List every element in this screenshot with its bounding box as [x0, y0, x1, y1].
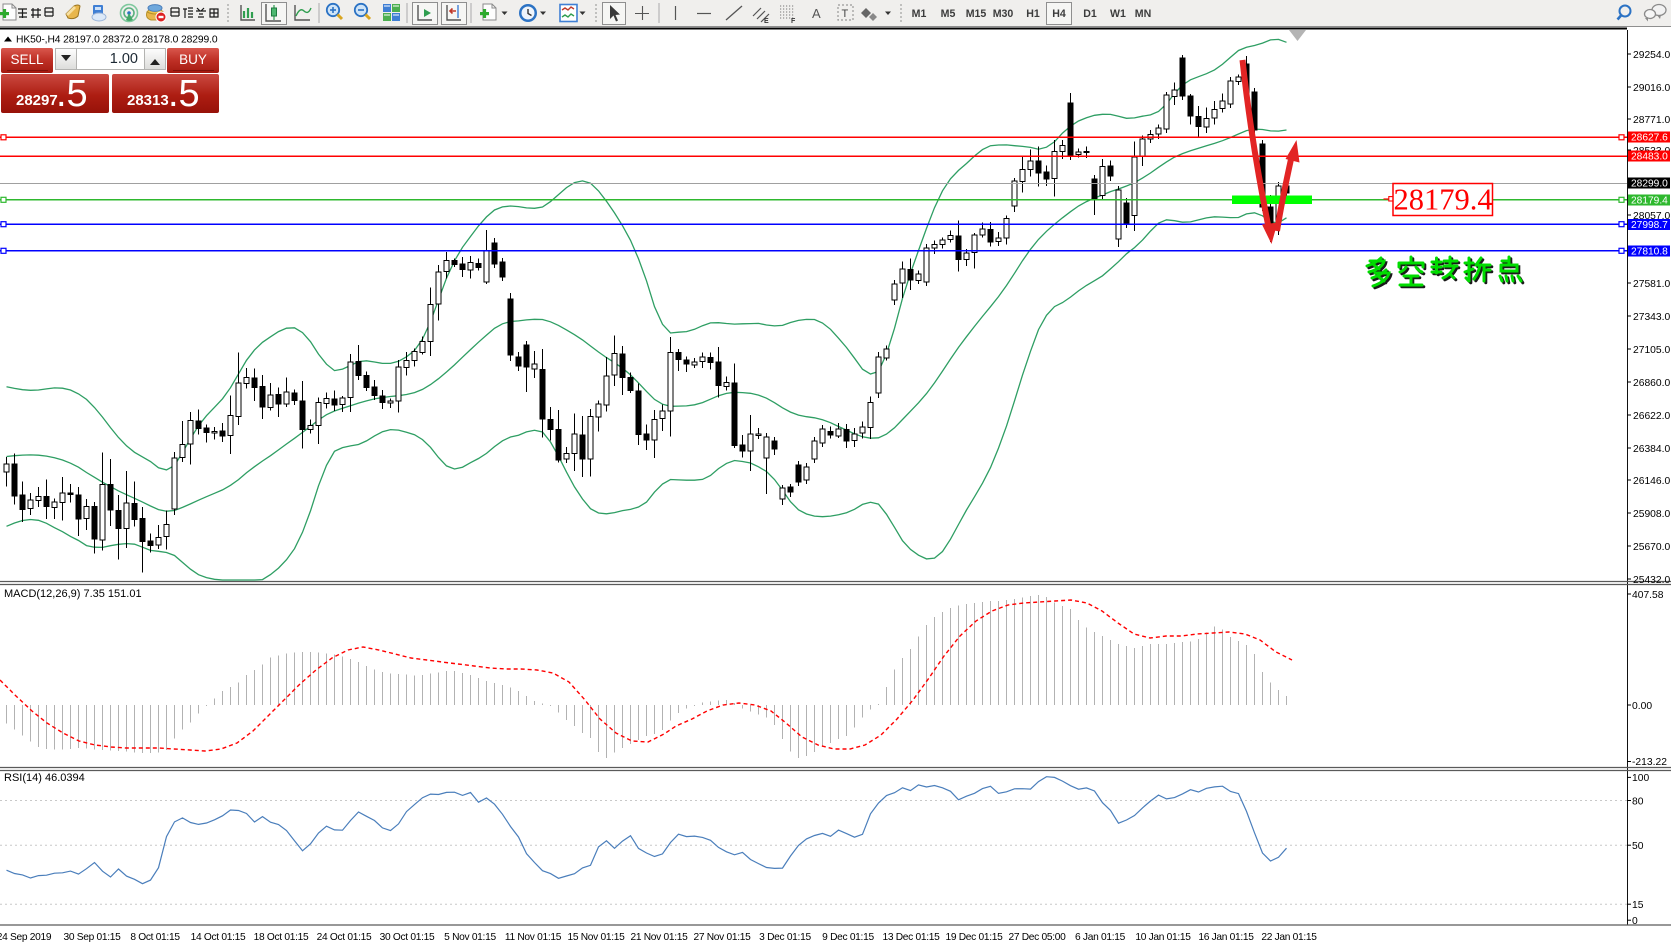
svg-text:19 Dec 01:15: 19 Dec 01:15: [945, 932, 1003, 943]
svg-text:E: E: [764, 18, 769, 25]
svg-text:F: F: [791, 18, 796, 25]
svg-text:18 Oct 01:15: 18 Oct 01:15: [254, 932, 309, 943]
svg-text:10 Jan 01:15: 10 Jan 01:15: [1135, 932, 1191, 943]
svg-text:28771.0: 28771.0: [1633, 115, 1670, 126]
svg-text:15: 15: [1632, 900, 1644, 911]
svg-text:28179.4: 28179.4: [1393, 183, 1492, 217]
svg-text:27810.8: 27810.8: [1631, 247, 1668, 258]
svg-text:13 Dec 01:15: 13 Dec 01:15: [882, 932, 940, 943]
svg-text:50: 50: [1632, 841, 1644, 852]
svg-text:MN: MN: [1135, 8, 1151, 20]
svg-text:22 Jan 01:15: 22 Jan 01:15: [1261, 932, 1317, 943]
svg-text:6 Jan 01:15: 6 Jan 01:15: [1075, 932, 1126, 943]
svg-text:16 Jan 01:15: 16 Jan 01:15: [1198, 932, 1254, 943]
svg-text:26622.0: 26622.0: [1633, 411, 1670, 422]
svg-text:15 Nov 01:15: 15 Nov 01:15: [567, 932, 625, 943]
svg-text:21 Nov 01:15: 21 Nov 01:15: [630, 932, 688, 943]
svg-text:H4: H4: [1052, 8, 1066, 20]
svg-text:H1: H1: [1026, 8, 1040, 20]
svg-text:27 Nov 01:15: 27 Nov 01:15: [693, 932, 751, 943]
svg-text:D1: D1: [1083, 8, 1097, 20]
svg-text:M30: M30: [993, 8, 1014, 20]
svg-text:9 Dec 01:15: 9 Dec 01:15: [822, 932, 874, 943]
svg-text:0.00: 0.00: [1632, 701, 1652, 712]
svg-text:25432.0: 25432.0: [1633, 575, 1670, 586]
svg-text:8 Oct 01:15: 8 Oct 01:15: [130, 932, 180, 943]
svg-text:80: 80: [1632, 796, 1644, 807]
svg-text:M5: M5: [941, 8, 956, 20]
svg-text:29254.0: 29254.0: [1633, 50, 1670, 61]
svg-text:24 Sep 2019: 24 Sep 2019: [0, 932, 52, 943]
svg-text:24 Oct 01:15: 24 Oct 01:15: [317, 932, 372, 943]
svg-text:M15: M15: [966, 8, 987, 20]
svg-text:25908.0: 25908.0: [1633, 509, 1670, 520]
svg-text:HK50-,H4 28197.0 28372.0 2817: HK50-,H4 28197.0 28372.0 28178.0 28299.0: [16, 35, 218, 46]
svg-text:26384.0: 26384.0: [1633, 444, 1670, 455]
svg-text:26860.0: 26860.0: [1633, 378, 1670, 389]
svg-text:28057.0: 28057.0: [1633, 211, 1670, 222]
svg-text:28627.6: 28627.6: [1631, 133, 1668, 144]
svg-text:25670.0: 25670.0: [1633, 542, 1670, 553]
svg-text:27343.0: 27343.0: [1633, 312, 1670, 323]
svg-text:407.58: 407.58: [1632, 590, 1664, 601]
svg-text:100: 100: [1632, 773, 1649, 784]
svg-text:W1: W1: [1110, 8, 1126, 20]
svg-text:29016.0: 29016.0: [1633, 83, 1670, 94]
svg-text:28179.4: 28179.4: [1631, 196, 1668, 207]
svg-text:3 Dec 01:15: 3 Dec 01:15: [759, 932, 811, 943]
svg-text:14 Oct 01:15: 14 Oct 01:15: [191, 932, 246, 943]
svg-text:28483.0: 28483.0: [1631, 152, 1668, 163]
svg-text:5 Nov 01:15: 5 Nov 01:15: [444, 932, 496, 943]
svg-text:11 Nov 01:15: 11 Nov 01:15: [505, 932, 562, 943]
svg-text:28299.0: 28299.0: [1631, 179, 1668, 190]
svg-text:-213.22: -213.22: [1632, 757, 1667, 768]
svg-text:27105.0: 27105.0: [1633, 345, 1670, 356]
svg-text:RSI(14) 46.0394: RSI(14) 46.0394: [4, 772, 85, 784]
svg-text:0: 0: [1632, 916, 1638, 927]
svg-text:A: A: [812, 6, 821, 21]
svg-text:26146.0: 26146.0: [1633, 476, 1670, 487]
svg-text:MACD(12,26,9) 7.35 151.01: MACD(12,26,9) 7.35 151.01: [4, 588, 142, 600]
svg-text:27 Dec 05:00: 27 Dec 05:00: [1008, 932, 1066, 943]
svg-text:M1: M1: [912, 8, 927, 20]
svg-text:27581.0: 27581.0: [1633, 279, 1670, 290]
svg-text:30 Oct 01:15: 30 Oct 01:15: [380, 932, 435, 943]
svg-text:T: T: [842, 8, 849, 20]
svg-text:27998.7: 27998.7: [1631, 220, 1668, 231]
svg-text:30 Sep 01:15: 30 Sep 01:15: [63, 932, 121, 943]
